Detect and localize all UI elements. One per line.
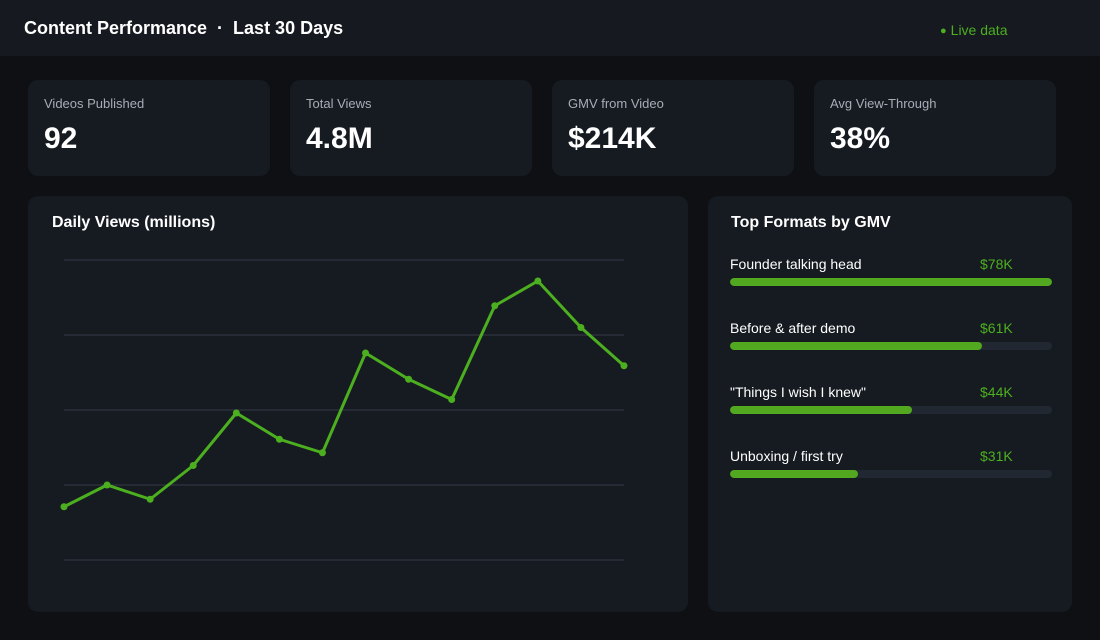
live-dot-icon: ● — [940, 25, 947, 37]
format-label: Founder talking head — [730, 256, 862, 272]
kpi-value: 4.8M — [306, 122, 373, 155]
kpi-value: 92 — [44, 122, 78, 155]
chart-data-point — [620, 362, 628, 370]
format-row: Before & after demo $61K — [730, 320, 1052, 360]
format-bar-track — [730, 342, 1052, 350]
chart-data-point — [146, 495, 154, 503]
kpi-card-total-views: Total Views 4.8M — [290, 80, 532, 176]
chart-data-point — [275, 435, 283, 443]
kpi-value: $214K — [568, 122, 657, 155]
format-row: Unboxing / first try $31K — [730, 448, 1052, 488]
format-bar-track — [730, 278, 1052, 286]
kpi-label: Videos Published — [44, 96, 145, 111]
format-value: $61K — [980, 320, 1013, 336]
kpi-label: GMV from Video — [568, 96, 664, 111]
title-separator: · — [217, 18, 224, 38]
page-title: Content Performance · Last 30 Days — [24, 18, 343, 39]
chart-data-point — [491, 302, 499, 310]
format-bar-track — [730, 406, 1052, 414]
live-data-label: Live data — [950, 22, 1008, 38]
kpi-label: Total Views — [306, 96, 372, 111]
format-value: $78K — [980, 256, 1013, 272]
chart-data-point — [534, 277, 542, 285]
format-label: Before & after demo — [730, 320, 856, 336]
format-label: "Things I wish I knew" — [730, 384, 866, 400]
format-bar-track — [730, 470, 1052, 478]
chart-data-point — [189, 462, 197, 469]
chart-data-point — [103, 481, 111, 489]
format-row: "Things I wish I knew" $44K — [730, 384, 1052, 424]
page-title-main: Content Performance — [24, 18, 208, 38]
kpi-card-videos-published: Videos Published 92 — [28, 80, 270, 176]
chart-data-point — [318, 449, 326, 457]
chart-data-point — [405, 375, 413, 383]
format-value: $31K — [980, 448, 1013, 464]
format-label: Unboxing / first try — [730, 448, 843, 464]
chart-data-point — [60, 503, 68, 511]
top-formats-card: Top Formats by GMV Founder talking head … — [708, 196, 1072, 612]
format-bar-fill — [730, 470, 858, 478]
chart-data-point — [232, 409, 240, 417]
daily-views-chart — [60, 259, 628, 561]
format-value: $44K — [980, 384, 1013, 400]
chart-series-line — [63, 279, 625, 509]
format-row: Founder talking head $78K — [730, 256, 1052, 296]
format-bar-fill — [730, 406, 912, 414]
format-bar-fill — [730, 342, 982, 350]
page-title-period: Last 30 Days — [233, 18, 344, 38]
chart-data-point — [362, 349, 370, 357]
chart-data-point — [577, 324, 585, 331]
chart-title: Daily Views (millions) — [52, 214, 216, 231]
chart-data-point — [448, 396, 456, 403]
format-bar-fill — [730, 278, 1052, 286]
live-data-indicator: ● Live data — [940, 22, 1007, 38]
formats-title: Top Formats by GMV — [731, 214, 891, 231]
kpi-label: Avg View-Through — [830, 96, 937, 111]
kpi-card-gmv-from-video: GMV from Video $214K — [552, 80, 794, 176]
daily-views-chart-card: Daily Views (millions) — [28, 196, 688, 612]
kpi-card-avg-view-through: Avg View-Through 38% — [814, 80, 1056, 176]
top-bar: Content Performance · Last 30 Days ● Live d… — [0, 0, 1100, 56]
kpi-value: 38% — [830, 122, 891, 155]
